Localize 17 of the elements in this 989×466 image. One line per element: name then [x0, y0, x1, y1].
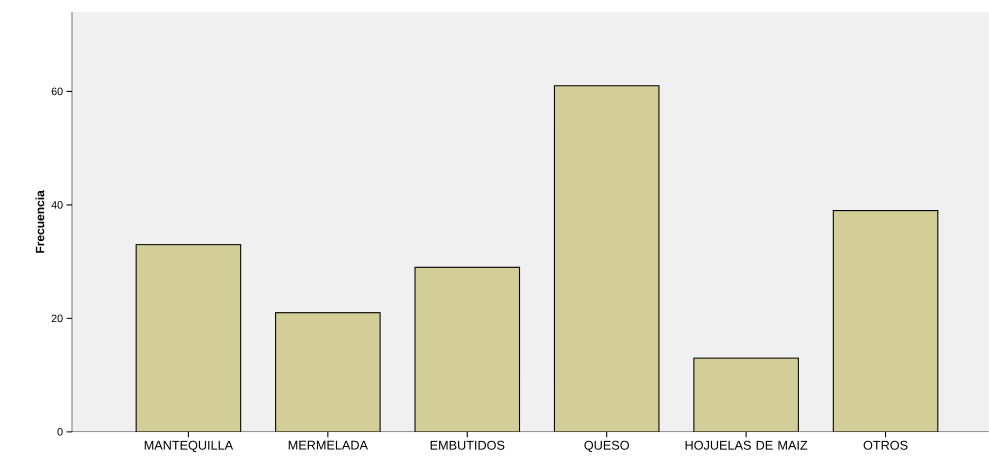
- bar: [693, 358, 799, 432]
- bar: [832, 210, 938, 432]
- x-tick-label: QUESO: [584, 440, 629, 452]
- bar: [554, 85, 660, 432]
- y-tick-label: 60: [52, 88, 63, 96]
- bar: [136, 244, 242, 432]
- y-axis-title: Frecuencia: [35, 190, 44, 253]
- x-tick-label: MANTEQUILLA: [144, 440, 234, 452]
- x-tick-label: HOJUELAS DE MAIZ: [686, 440, 808, 450]
- x-tick-label: EMBUTIDOS: [430, 440, 504, 450]
- y-tick-label: 0: [58, 428, 63, 436]
- y-tick-label: 40: [51, 201, 63, 209]
- y-tick-label: 20: [52, 314, 63, 322]
- x-tick-label: MERMELADA: [288, 440, 368, 450]
- bar: [414, 266, 520, 432]
- bar: [275, 312, 381, 432]
- x-tick-label: OTROS: [864, 440, 908, 450]
